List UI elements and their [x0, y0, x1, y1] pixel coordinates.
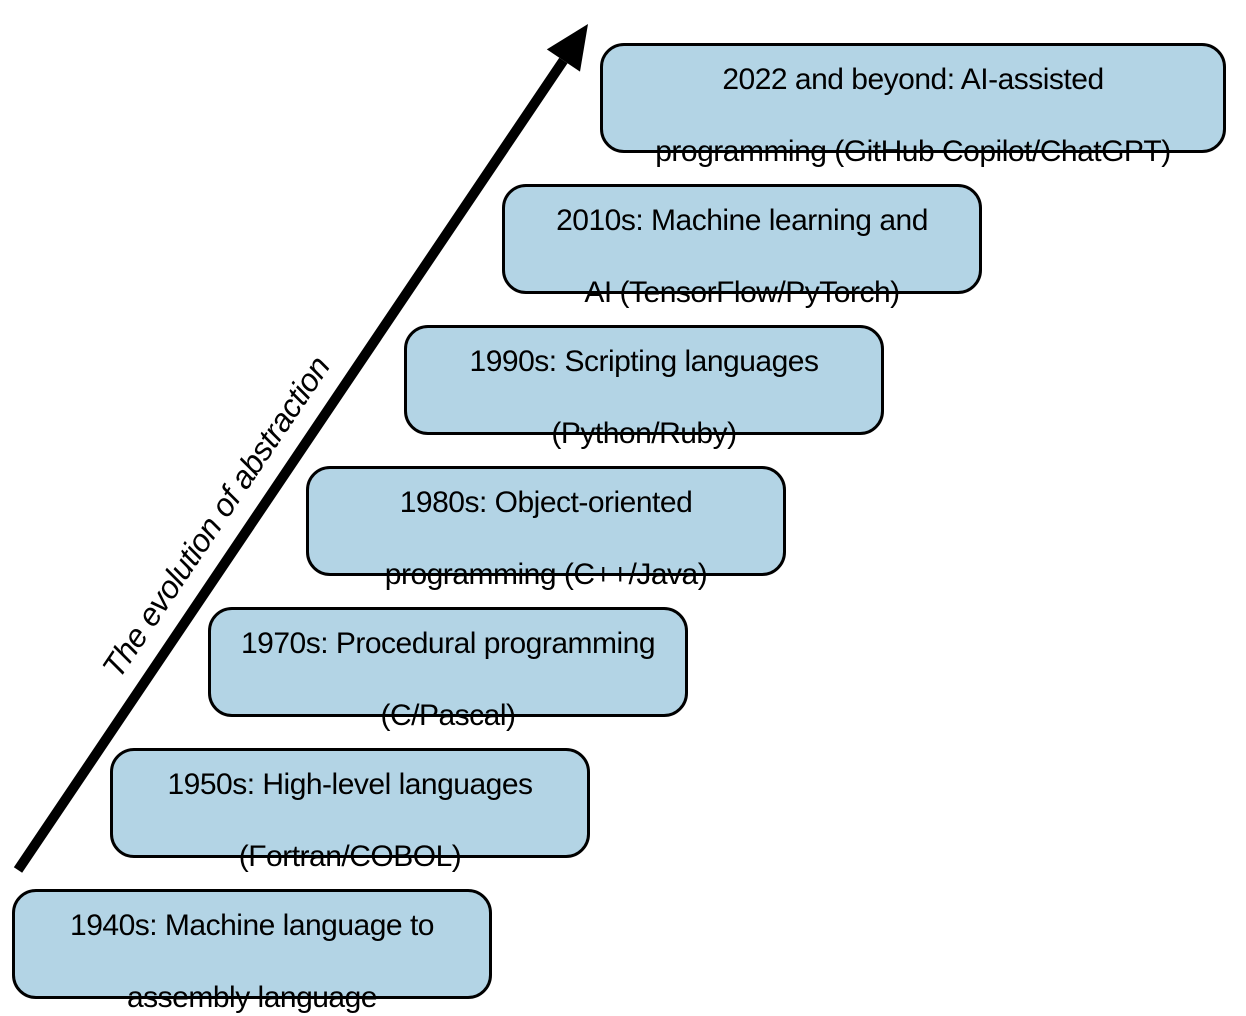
node-1980s-line2: programming (C++/Java): [385, 558, 707, 591]
node-1990s-line2: (Python/Ruby): [551, 417, 736, 450]
node-1940s-line2: assembly language: [127, 981, 377, 1014]
node-1950s: 1950s: High-level languages (Fortran/COB…: [110, 748, 590, 858]
node-1940s: 1940s: Machine language to assembly lang…: [12, 889, 492, 999]
node-2022-line1: 2022 and beyond: AI-assisted: [722, 63, 1103, 96]
node-1990s: 1990s: Scripting languages (Python/Ruby): [404, 325, 884, 435]
node-1950s-line1: 1950s: High-level languages: [167, 768, 532, 801]
node-1940s-line1: 1940s: Machine language to: [70, 909, 434, 942]
node-1980s-line1: 1980s: Object-oriented: [400, 486, 693, 519]
diagram-canvas: The evolution of abstraction 1940s: Mach…: [0, 0, 1246, 1009]
node-2010s-line1: 2010s: Machine learning and: [556, 204, 928, 237]
node-1970s-line2: (C/Pascal): [380, 699, 515, 732]
node-1970s-line1: 1970s: Procedural programming: [241, 627, 655, 660]
node-2010s: 2010s: Machine learning and AI (TensorFl…: [502, 184, 982, 294]
node-1990s-line1: 1990s: Scripting languages: [470, 345, 819, 378]
node-1950s-line2: (Fortran/COBOL): [239, 840, 462, 873]
node-1980s: 1980s: Object-oriented programming (C++/…: [306, 466, 786, 576]
node-1970s: 1970s: Procedural programming (C/Pascal): [208, 607, 688, 717]
node-2010s-line2: AI (TensorFlow/PyTorch): [584, 276, 899, 309]
node-2022-line2: programming (GitHub Copilot/ChatGPT): [655, 135, 1171, 168]
node-2022: 2022 and beyond: AI-assisted programming…: [600, 43, 1226, 153]
